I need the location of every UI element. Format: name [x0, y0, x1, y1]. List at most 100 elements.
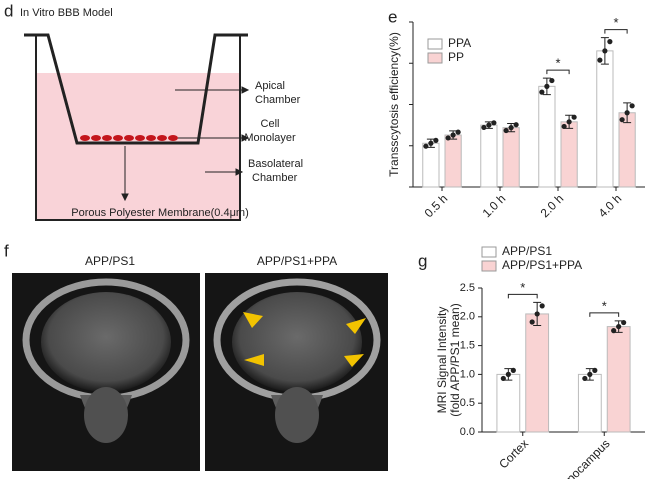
- data-point: [592, 367, 598, 373]
- bar: [502, 127, 520, 188]
- label: Chamber: [255, 94, 301, 106]
- bar: [422, 142, 440, 188]
- legend-label: APP/PS1: [502, 244, 552, 258]
- label: Porous Polyester Membrane(0.4μm): [71, 207, 249, 219]
- y-tick-label: 1.0: [460, 368, 475, 380]
- y-tick-label: 2.5: [460, 282, 475, 294]
- data-point: [423, 143, 429, 149]
- bar: [496, 373, 521, 433]
- data-point: [621, 319, 627, 326]
- data-point: [616, 323, 622, 330]
- bar: [618, 112, 636, 188]
- legend-swatch: [427, 38, 443, 50]
- data-point: [539, 89, 545, 95]
- data-point: [503, 127, 509, 134]
- y-tick-label: 1.5: [460, 340, 475, 352]
- data-point: [597, 57, 603, 63]
- panel-title: In Vitro BBB Model: [20, 7, 113, 19]
- mri-image: [205, 273, 388, 471]
- label: Monolayer: [244, 132, 296, 144]
- label: Cell: [261, 118, 280, 130]
- data-point: [602, 48, 608, 54]
- panel-letter: f: [4, 241, 9, 260]
- panel-letter: d: [4, 1, 13, 20]
- legend-swatch: [481, 260, 497, 272]
- arrows: [121, 86, 250, 202]
- significance-bracket: [589, 312, 620, 317]
- data-point: [445, 135, 451, 141]
- data-point: [624, 110, 630, 116]
- significance-label: *: [602, 298, 607, 313]
- data-point: [561, 123, 567, 130]
- x-tick-label: 4.0 h: [596, 191, 625, 220]
- data-point: [450, 132, 456, 138]
- data-point: [611, 328, 617, 334]
- data-point: [428, 140, 434, 146]
- data-point: [544, 83, 550, 89]
- y-axis-label: MRI Signal Intensity: [435, 307, 449, 414]
- significance-bracket: [546, 69, 570, 75]
- bar: [538, 85, 556, 188]
- legend-label: PPA: [448, 36, 471, 50]
- data-point: [505, 371, 511, 377]
- panel-letter: g: [418, 251, 427, 270]
- well: [35, 35, 241, 221]
- data-point: [510, 367, 516, 373]
- data-point: [486, 122, 492, 128]
- label: Basolateral: [248, 158, 303, 170]
- x-tick-label: Cortex: [496, 436, 531, 471]
- bar: [560, 121, 578, 188]
- legend-swatch: [481, 246, 497, 258]
- significance-label: *: [555, 56, 560, 71]
- y-tick-label: 0.0: [460, 426, 475, 438]
- bar: [596, 50, 614, 188]
- y-axis-label: Transscytosis efficiency(%): [387, 32, 401, 177]
- data-point: [539, 303, 545, 309]
- data-point: [513, 122, 519, 128]
- legend-label: APP/PS1+PPA: [502, 258, 582, 272]
- legend-label: PP: [448, 50, 464, 64]
- x-tick-label: 0.5 h: [422, 191, 451, 220]
- significance-bracket: [604, 29, 628, 34]
- data-point: [629, 103, 635, 109]
- bar: [480, 124, 498, 188]
- label: Apical: [255, 80, 285, 92]
- data-point: [607, 39, 613, 45]
- data-point: [534, 311, 540, 317]
- y-tick-label: 0.5: [460, 397, 475, 409]
- legend-swatch: [427, 52, 443, 64]
- mri-image: [12, 273, 200, 471]
- medium: [36, 73, 240, 220]
- data-point: [619, 117, 625, 123]
- data-point: [508, 125, 514, 131]
- bar: [606, 326, 631, 433]
- image-label: APP/PS1: [85, 254, 135, 268]
- data-point: [500, 375, 506, 382]
- y-tick-label: 2.0: [460, 311, 475, 323]
- data-point: [481, 124, 487, 131]
- data-point: [549, 77, 555, 84]
- x-tick-label: 1.0 h: [480, 191, 509, 220]
- data-point: [587, 371, 593, 377]
- panel-letter: e: [388, 7, 397, 26]
- data-point: [529, 319, 535, 325]
- data-point: [455, 129, 461, 135]
- significance-label: *: [613, 15, 618, 30]
- data-point: [433, 137, 439, 143]
- bar: [525, 313, 550, 433]
- x-tick-label: 2.0 h: [538, 191, 567, 220]
- data-point: [566, 119, 572, 125]
- image-label: APP/PS1+PPA: [257, 254, 337, 268]
- significance-label: *: [520, 280, 525, 295]
- y-axis-label: (fold APP/PS1 mean): [448, 303, 462, 416]
- cells: [80, 135, 178, 141]
- bar: [444, 134, 462, 188]
- data-point: [582, 375, 588, 382]
- data-point: [571, 114, 577, 120]
- significance-bracket: [507, 293, 538, 299]
- data-point: [491, 120, 497, 126]
- bar: [577, 373, 602, 433]
- x-tick-label: Hippocampus: [551, 436, 613, 479]
- label: Chamber: [252, 172, 298, 184]
